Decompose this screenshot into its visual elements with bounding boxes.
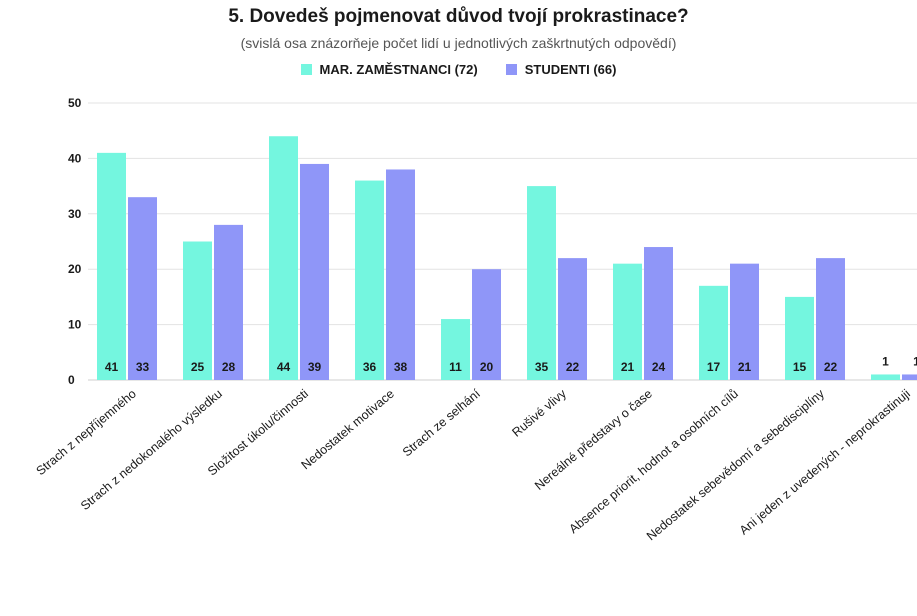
bar-employees	[613, 263, 642, 380]
data-label: 20	[480, 360, 494, 374]
data-label: 33	[136, 360, 150, 374]
bar-students	[386, 169, 415, 380]
data-label: 22	[566, 360, 580, 374]
legend-label-students: STUDENTI (66)	[524, 62, 617, 77]
data-label: 35	[535, 360, 549, 374]
data-label: 36	[363, 360, 377, 374]
bar-employees	[871, 374, 900, 380]
data-label: 24	[652, 360, 666, 374]
data-label: 15	[793, 360, 807, 374]
bar-employees	[699, 285, 728, 380]
y-tick-label: 20	[68, 262, 82, 276]
data-label: 39	[308, 360, 322, 374]
data-label: 21	[738, 360, 752, 374]
data-label: 25	[191, 360, 205, 374]
data-labels: 41 33 25 28 44 39 36 38 11 20 35 22 21 24 17 21 15 22 1 1	[105, 354, 917, 374]
data-label: 44	[277, 360, 291, 374]
bar-students	[128, 197, 157, 380]
legend: MAR. ZAMĚSTNANCI (72) STUDENTI (66)	[0, 62, 917, 77]
bar-students	[214, 224, 243, 380]
chart-subtitle: (svislá osa znázorňeje počet lidí u jedn…	[240, 35, 677, 51]
data-label: 17	[707, 360, 721, 374]
chart-title: 5. Dovedeš pojmenovat důvod tvojí prokra…	[228, 6, 689, 27]
x-tick-label: Ani jeden z uvedených - neprokrastinuji	[737, 387, 913, 538]
bar-employees	[527, 186, 556, 380]
bar-students	[730, 263, 759, 380]
bar-employees	[183, 241, 212, 380]
y-tick-label: 10	[68, 318, 82, 332]
legend-item-students: STUDENTI (66)	[505, 62, 617, 77]
y-tick-label: 0	[68, 373, 75, 387]
data-label: 41	[105, 360, 119, 374]
y-axis: 0 10 20 30 40 50	[68, 96, 82, 387]
data-label: 11	[449, 360, 462, 374]
bar-employees	[441, 319, 470, 380]
y-tick-label: 30	[68, 207, 82, 221]
bar-students	[472, 269, 501, 380]
bar-students	[644, 247, 673, 380]
bar-students	[558, 258, 587, 380]
legend-swatch-students	[505, 64, 517, 75]
data-label: 22	[824, 360, 838, 374]
x-tick-label: Nedostatek motivace	[299, 387, 397, 473]
data-label: 28	[222, 360, 236, 374]
y-tick-label: 50	[68, 96, 82, 110]
x-tick-label: Nedostatek sebevědomí a sebedisciplíny	[644, 386, 828, 543]
x-tick-label: Strach z nedokonalého výsledku	[78, 387, 225, 513]
x-tick-label: Rušivé vlivy	[509, 386, 569, 440]
legend-swatch-employees	[300, 64, 312, 75]
data-label: 1	[913, 354, 917, 368]
bar-employees	[97, 152, 126, 380]
bar-students	[816, 258, 845, 380]
bars	[97, 136, 917, 380]
bar-students	[300, 163, 329, 380]
bar-employees	[355, 180, 384, 380]
y-tick-label: 40	[68, 151, 82, 165]
x-tick-label: Strach ze selhání	[400, 386, 483, 459]
data-label: 38	[394, 360, 408, 374]
bar-employees	[269, 136, 298, 380]
legend-item-employees: MAR. ZAMĚSTNANCI (72)	[300, 62, 478, 77]
bar-students	[902, 374, 917, 380]
data-label: 21	[621, 360, 635, 374]
legend-label-employees: MAR. ZAMĚSTNANCI (72)	[319, 62, 478, 77]
data-label: 1	[882, 354, 889, 368]
x-tick-label: Absence priorit, hodnot a osobních cílů	[566, 387, 741, 537]
bar-employees	[785, 296, 814, 380]
